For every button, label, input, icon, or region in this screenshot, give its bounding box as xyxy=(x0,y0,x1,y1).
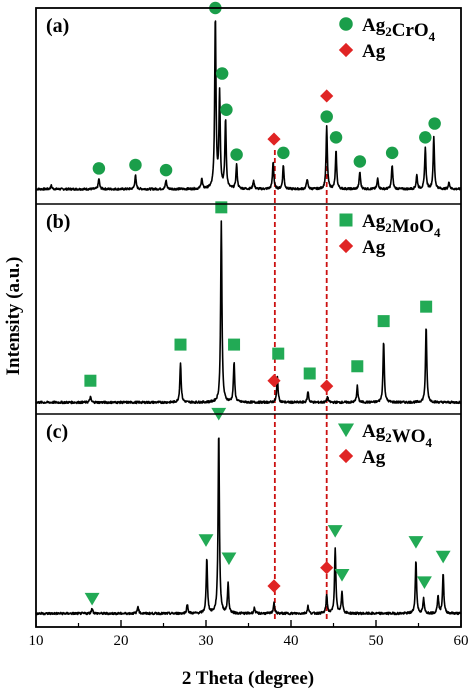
circle-marker xyxy=(329,131,343,144)
x-tick-label: 40 xyxy=(284,633,299,649)
plot-frame xyxy=(35,7,462,628)
x-tick-label: 30 xyxy=(199,633,214,649)
y-axis-title: Intensity (a.u.) xyxy=(3,257,24,376)
circle-marker xyxy=(320,110,333,123)
circle-marker xyxy=(92,162,106,175)
triangle-marker xyxy=(198,534,214,547)
legend-entry: Ag xyxy=(362,237,386,258)
panel-label: (c) xyxy=(46,421,68,443)
circle-marker xyxy=(159,163,173,177)
circle-marker xyxy=(385,146,399,160)
legend-entry: Ag2MoO4 xyxy=(362,211,441,240)
diamond-marker xyxy=(267,579,281,593)
diamond-marker xyxy=(320,379,334,393)
x-tick-label: 60 xyxy=(454,633,469,649)
legend-entry: Ag2CrO4 xyxy=(362,15,436,44)
legend-diamond-marker xyxy=(338,238,354,254)
diamond-marker xyxy=(320,89,334,103)
circle-marker xyxy=(215,67,229,80)
panel-label: (b) xyxy=(46,211,70,233)
legend-entry: Ag xyxy=(362,41,386,62)
triangle-marker xyxy=(417,576,432,589)
x-tick-label: 10 xyxy=(29,633,44,649)
square-marker xyxy=(228,338,241,351)
legend-square-marker xyxy=(339,213,353,227)
x-axis-title: 2 Theta (degree) xyxy=(182,668,314,689)
triangle-marker xyxy=(408,536,424,549)
square-marker xyxy=(351,360,364,373)
square-marker xyxy=(272,347,285,360)
legend-circle-marker xyxy=(339,17,353,31)
square-marker xyxy=(215,201,228,214)
circle-marker xyxy=(220,103,233,116)
triangle-marker xyxy=(334,569,350,582)
circle-marker xyxy=(277,146,290,160)
diamond-marker xyxy=(320,561,334,575)
circle-marker xyxy=(419,131,432,144)
legend-diamond-marker xyxy=(338,42,354,58)
triangle-marker xyxy=(327,525,343,538)
square-marker xyxy=(174,338,187,351)
diffraction-trace xyxy=(35,220,462,405)
circle-marker xyxy=(129,158,142,172)
legend-entry: Ag xyxy=(362,447,386,468)
panel-label: (a) xyxy=(46,15,69,37)
circle-marker xyxy=(353,155,367,168)
legend-diamond-marker xyxy=(338,448,354,464)
triangle-marker xyxy=(84,592,100,606)
x-tick-label: 20 xyxy=(114,633,129,649)
diffraction-trace xyxy=(35,437,462,616)
square-marker xyxy=(303,367,316,380)
diffraction-trace xyxy=(35,20,462,191)
frame-layer: 10 20 30 40 50 60 xyxy=(29,7,469,649)
triangle-marker xyxy=(435,550,451,564)
legend-triangle-marker xyxy=(337,423,355,438)
square-marker xyxy=(420,300,433,313)
diamond-marker xyxy=(267,132,281,146)
diamond-marker xyxy=(267,374,281,388)
legend-entry: Ag2WO4 xyxy=(362,421,433,450)
square-marker xyxy=(377,315,390,328)
circle-marker xyxy=(230,148,243,161)
triangle-marker xyxy=(221,552,237,566)
circle-marker xyxy=(428,117,441,130)
square-marker xyxy=(84,374,97,387)
x-tick-label: 50 xyxy=(369,633,384,649)
